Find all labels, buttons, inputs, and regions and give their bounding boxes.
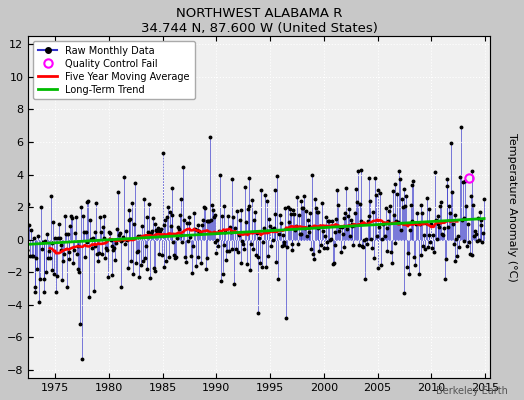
Y-axis label: Temperature Anomaly (°C): Temperature Anomaly (°C): [507, 133, 517, 282]
Legend: Raw Monthly Data, Quality Control Fail, Five Year Moving Average, Long-Term Tren: Raw Monthly Data, Quality Control Fail, …: [33, 41, 194, 100]
Text: Berkeley Earth: Berkeley Earth: [436, 386, 508, 396]
Title: NORTHWEST ALABAMA R
34.744 N, 87.600 W (United States): NORTHWEST ALABAMA R 34.744 N, 87.600 W (…: [141, 7, 378, 35]
